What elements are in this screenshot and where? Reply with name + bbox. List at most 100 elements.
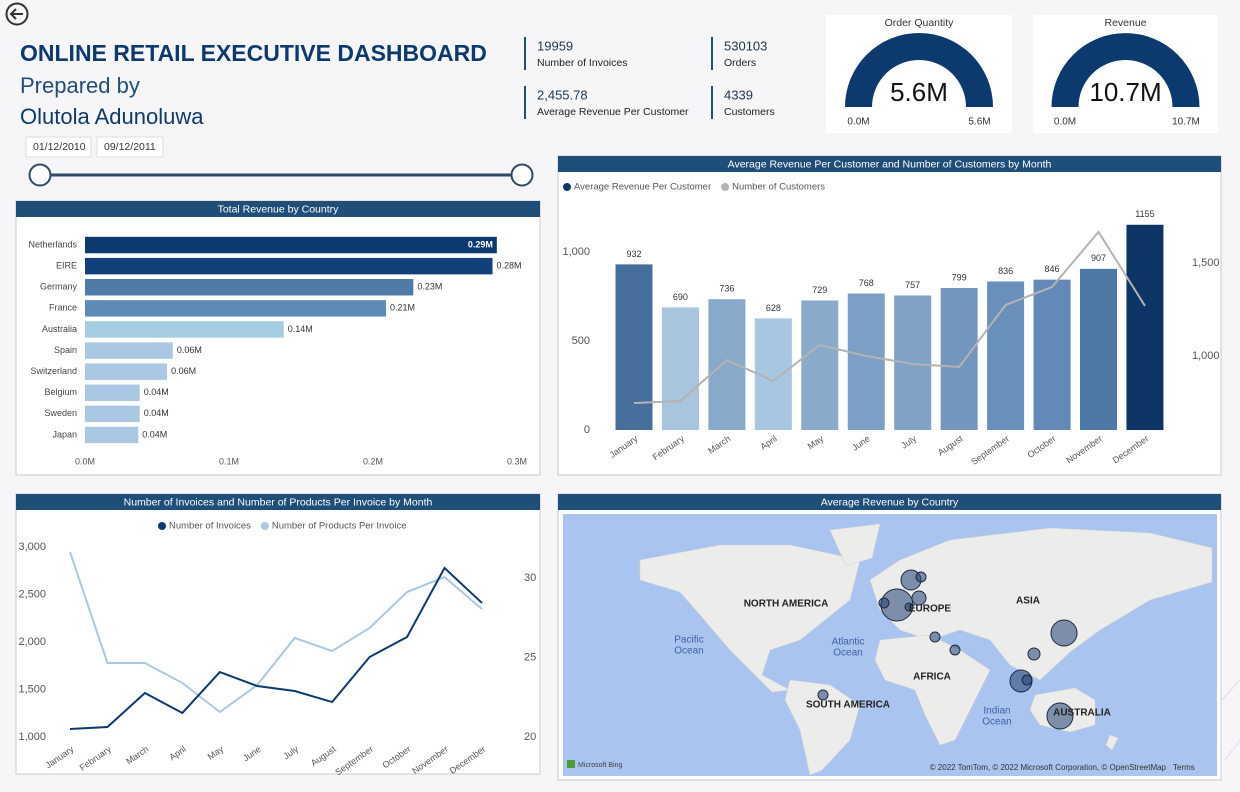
map-ocean-label: Ocean xyxy=(674,646,703,657)
y-tick-label: Australia xyxy=(42,324,77,334)
y-tick-label: 2,000 xyxy=(18,636,46,648)
map-bubble[interactable] xyxy=(904,602,914,612)
y-tick-label: Switzerland xyxy=(30,366,77,376)
map-terms[interactable]: Terms xyxy=(1173,763,1195,772)
bar xyxy=(661,307,699,430)
x-tick-label: 0.3M xyxy=(507,456,527,466)
line xyxy=(633,230,1146,405)
map-bubble[interactable] xyxy=(929,631,941,643)
bar xyxy=(1126,224,1164,430)
bing-logo xyxy=(567,760,575,768)
map-region-label: EUROPE xyxy=(909,604,952,615)
map-bubble[interactable] xyxy=(1027,647,1041,661)
bar xyxy=(754,318,792,430)
background-decoration xyxy=(1221,679,1240,761)
data-label: 0.04M xyxy=(142,429,167,439)
legend-label: Number of Customers xyxy=(732,182,825,193)
panel xyxy=(15,493,541,775)
y-tick-label: 2,500 xyxy=(18,588,46,600)
map-region-label: NORTH AMERICA xyxy=(744,599,829,610)
data-label: 0.28M xyxy=(497,261,522,271)
panel-header xyxy=(16,201,540,217)
back-button[interactable] xyxy=(5,2,29,26)
y2-tick-label: 30 xyxy=(524,572,536,584)
bar xyxy=(987,281,1025,430)
date-start-box[interactable] xyxy=(25,136,92,158)
date-end[interactable]: 09/12/2011 xyxy=(104,141,156,153)
panel-title: Average Revenue Per Customer and Number … xyxy=(728,158,1052,170)
bar xyxy=(85,384,140,401)
slider-handle[interactable] xyxy=(28,163,52,187)
bar xyxy=(85,363,168,380)
x-tick-label: 0.2M xyxy=(363,456,383,466)
x-tick-label: 0.1M xyxy=(219,456,239,466)
map-land xyxy=(829,523,881,567)
y-tick-label: France xyxy=(49,303,77,313)
y-tick-label: EIRE xyxy=(56,261,77,271)
map-ocean-label: Indian xyxy=(983,706,1010,717)
y-tick-label: Germany xyxy=(40,282,78,292)
data-label: 846 xyxy=(1045,264,1060,274)
bar xyxy=(847,293,885,430)
map-bubble[interactable] xyxy=(878,597,890,609)
map-bubble[interactable] xyxy=(1046,702,1074,730)
kpi-value: 530103 xyxy=(724,38,767,53)
legend-label: Number of Products Per Invoice xyxy=(272,521,407,532)
map-bubble[interactable] xyxy=(911,590,927,606)
data-label: 736 xyxy=(719,284,734,294)
date-end-box[interactable] xyxy=(96,136,164,158)
y-tick-label: Spain xyxy=(54,345,77,355)
map-region-label: SOUTH AMERICA xyxy=(806,700,890,711)
bar xyxy=(708,299,746,430)
y2-tick-label: 20 xyxy=(524,731,536,743)
kpi-value: 19959 xyxy=(537,38,573,53)
bar xyxy=(85,300,386,317)
data-label: 757 xyxy=(905,280,920,290)
map-ocean-label: Ocean xyxy=(833,648,862,659)
y-tick-label: Japan xyxy=(52,429,77,439)
date-start[interactable]: 01/12/2010 xyxy=(33,141,86,153)
map-bubble[interactable] xyxy=(949,644,961,656)
data-label: 0.04M xyxy=(144,387,169,397)
bar xyxy=(940,288,978,430)
map: NORTH AMERICA EUROPE ASIA AFRICA SOUTH AMERI… xyxy=(563,514,1217,776)
kpi-value: 4339 xyxy=(724,87,753,102)
back-icon[interactable] xyxy=(5,2,29,26)
data-label: 729 xyxy=(812,285,827,295)
panel-header xyxy=(558,494,1221,510)
slider-handle[interactable] xyxy=(510,163,534,187)
map-region-label: AUSTRALIA xyxy=(1053,708,1111,719)
y-tick-label: Sweden xyxy=(44,408,77,418)
map-bubble[interactable] xyxy=(1050,619,1078,647)
map-bubble[interactable] xyxy=(1021,674,1033,686)
y2-tick-label: 25 xyxy=(524,651,536,663)
back-arrow[interactable] xyxy=(9,8,23,20)
kpi-label: Orders xyxy=(724,57,756,69)
map-ocean-label: Ocean xyxy=(982,717,1011,728)
line xyxy=(69,551,483,714)
gauge-tick-label: 0.0M xyxy=(1054,117,1076,128)
kpi-value: 2,455.78 xyxy=(537,87,588,102)
gauge-tick-label: 0.0M xyxy=(847,117,869,128)
data-label: 932 xyxy=(626,249,641,259)
map-ocean-label: Atlantic xyxy=(832,637,865,648)
y-tick-label: 1,000 xyxy=(562,246,590,258)
data-label: 799 xyxy=(952,272,967,282)
data-label: 907 xyxy=(1091,253,1106,263)
map-region-label: ASIA xyxy=(1016,596,1040,607)
map-bubble[interactable] xyxy=(817,689,829,701)
y-tick-label: 0 xyxy=(584,424,590,436)
panel xyxy=(557,155,1222,476)
map-ocean-label: Pacific xyxy=(674,635,703,646)
y-tick-label: 1,500 xyxy=(18,683,46,695)
gauge-title: Revenue xyxy=(1104,17,1146,29)
panel-title: Total Revenue by Country xyxy=(218,203,340,215)
bar xyxy=(85,257,493,275)
legend-label: Number of Invoices xyxy=(169,521,251,532)
data-label: 628 xyxy=(766,303,781,313)
map-bubble[interactable] xyxy=(915,571,927,583)
gauge-value xyxy=(1051,33,1200,108)
bar xyxy=(801,300,839,430)
y-tick-label: 3,000 xyxy=(18,541,46,553)
